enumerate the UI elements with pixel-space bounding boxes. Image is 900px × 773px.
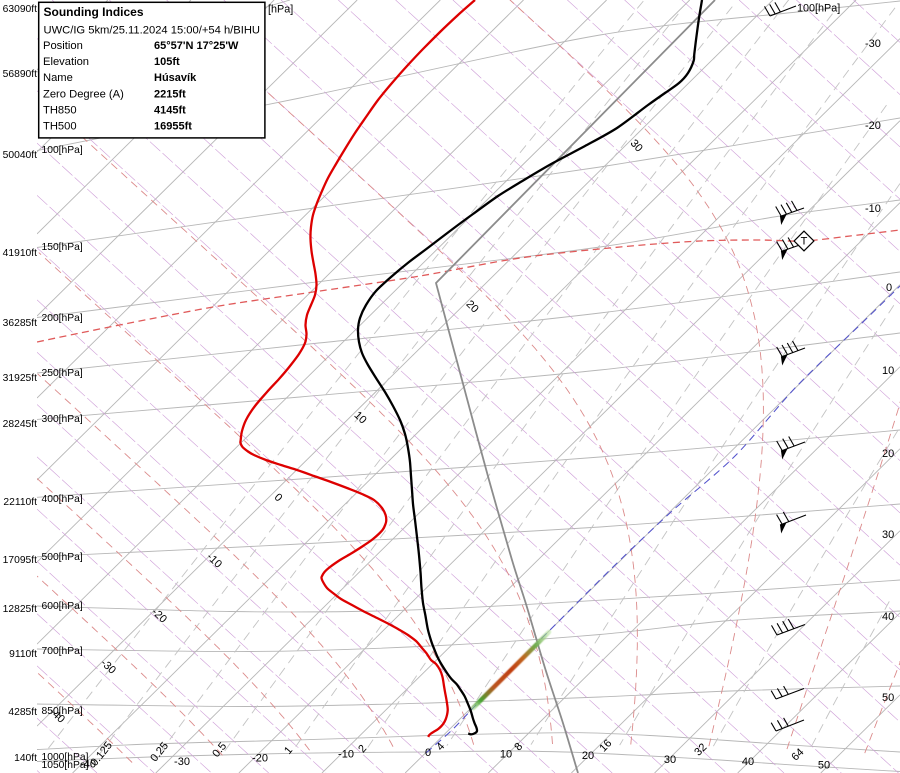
svg-text:4285ft: 4285ft (8, 707, 37, 718)
svg-text:36285ft: 36285ft (3, 318, 37, 329)
svg-text:12825ft: 12825ft (3, 604, 37, 615)
svg-text:30: 30 (882, 529, 894, 541)
svg-text:30: 30 (664, 754, 676, 766)
svg-text:Húsavík: Húsavík (154, 72, 197, 84)
svg-text:63090ft: 63090ft (3, 4, 37, 15)
svg-text:T: T (801, 236, 808, 248)
svg-text:-20: -20 (252, 752, 268, 764)
svg-text:700[hPa]: 700[hPa] (42, 646, 83, 657)
svg-text:2215ft: 2215ft (154, 88, 186, 100)
svg-text:10: 10 (882, 365, 894, 377)
svg-text:Elevation: Elevation (43, 56, 89, 68)
svg-text:250[hPa]: 250[hPa] (42, 368, 83, 379)
svg-text:9110ft: 9110ft (9, 649, 37, 660)
svg-text:600[hPa]: 600[hPa] (42, 601, 83, 612)
svg-text:-10: -10 (865, 203, 881, 215)
svg-text:100[hPa]: 100[hPa] (797, 3, 840, 15)
svg-text:TH500: TH500 (43, 120, 77, 132)
svg-text:-20: -20 (865, 120, 881, 132)
svg-text:10: 10 (500, 749, 512, 761)
svg-text:-30: -30 (174, 756, 190, 768)
svg-text:-30: -30 (865, 38, 881, 50)
svg-text:16955ft: 16955ft (154, 120, 192, 132)
svg-text:-40: -40 (80, 759, 96, 771)
svg-text:40: 40 (742, 756, 754, 768)
svg-text:140ft: 140ft (14, 753, 37, 764)
svg-text:41910ft: 41910ft (3, 248, 37, 259)
svg-text:105ft: 105ft (154, 56, 180, 68)
svg-text:65°57'N 17°25'W: 65°57'N 17°25'W (154, 40, 239, 52)
svg-text:56890ft: 56890ft (3, 69, 37, 80)
svg-text:1050[hPa]: 1050[hPa] (42, 760, 89, 771)
svg-text:500[hPa]: 500[hPa] (42, 552, 83, 563)
svg-text:0: 0 (425, 747, 431, 759)
svg-text:-10: -10 (338, 749, 354, 761)
svg-text:31925ft: 31925ft (3, 373, 37, 384)
svg-text:28245ft: 28245ft (3, 419, 37, 430)
svg-text:Position: Position (43, 40, 83, 52)
svg-text:150[hPa]: 150[hPa] (42, 242, 83, 253)
svg-text:Sounding Indices: Sounding Indices (44, 5, 144, 19)
svg-text:UWC/IG 5km/25.11.2024 15:00/+5: UWC/IG 5km/25.11.2024 15:00/+54 h/BIHU (44, 24, 261, 36)
svg-text:Zero Degree (A): Zero Degree (A) (43, 88, 124, 100)
svg-text:0: 0 (886, 282, 892, 294)
svg-text:50: 50 (882, 692, 894, 704)
svg-text:22110ft: 22110ft (3, 497, 37, 508)
svg-text:400[hPa]: 400[hPa] (42, 494, 83, 505)
svg-text:40: 40 (882, 611, 894, 623)
svg-text:50040ft: 50040ft (3, 150, 37, 161)
svg-text:200[hPa]: 200[hPa] (42, 313, 83, 324)
svg-text:1000[hPa]: 1000[hPa] (42, 752, 89, 763)
svg-text:300[hPa]: 300[hPa] (42, 414, 83, 425)
svg-text:Name: Name (43, 72, 73, 84)
svg-text:850[hPa]: 850[hPa] (42, 706, 83, 717)
svg-text:20: 20 (882, 448, 894, 460)
svg-text:TH850: TH850 (43, 104, 77, 116)
svg-text:[hPa]: [hPa] (268, 4, 293, 16)
svg-text:17095ft: 17095ft (3, 555, 37, 566)
svg-text:4145ft: 4145ft (154, 104, 186, 116)
svg-text:50: 50 (818, 760, 830, 772)
svg-text:100[hPa]: 100[hPa] (42, 145, 83, 156)
svg-text:20: 20 (582, 750, 594, 762)
